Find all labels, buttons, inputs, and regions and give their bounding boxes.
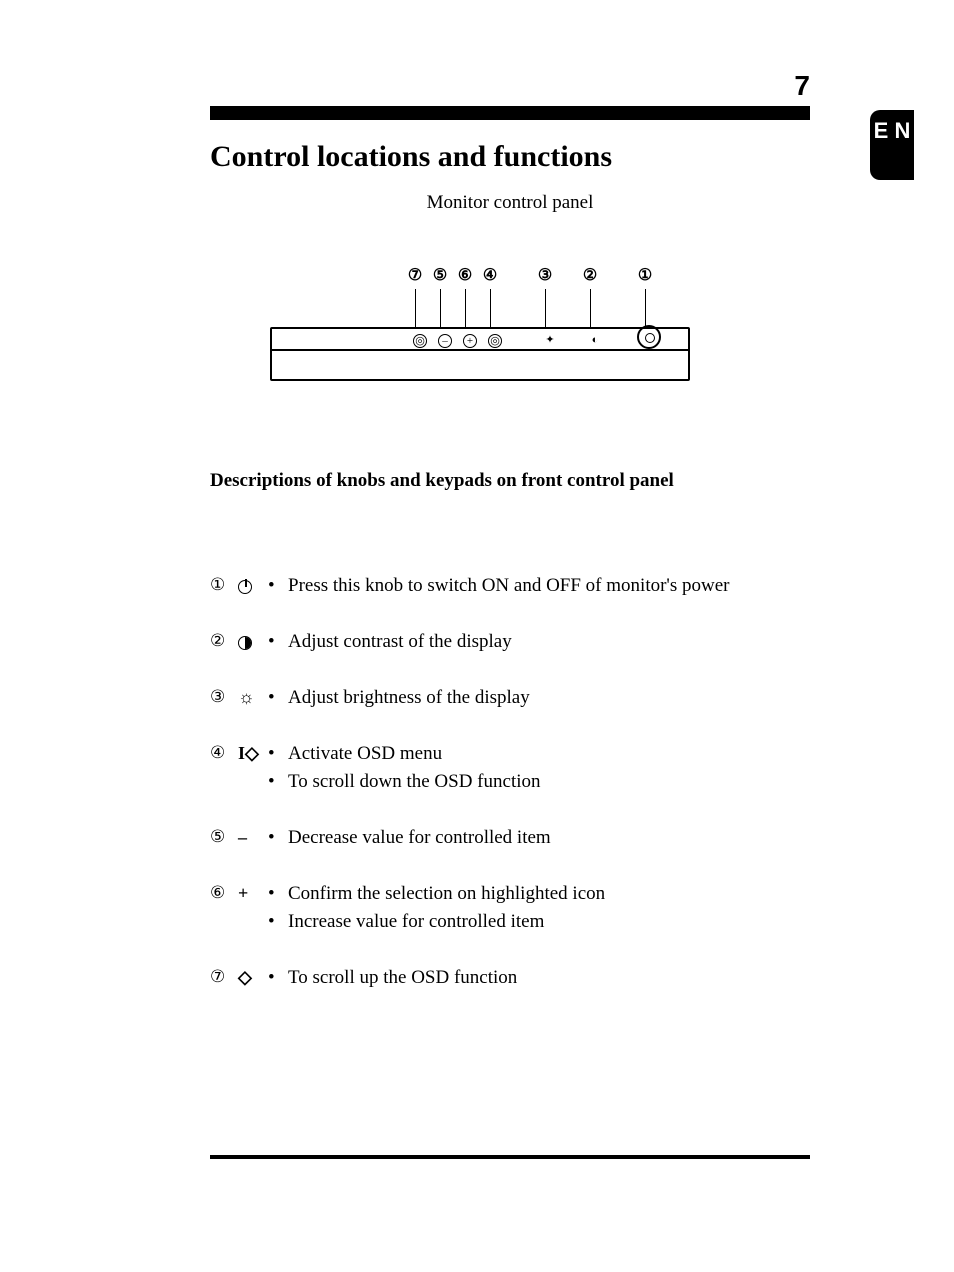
line-text: Adjust contrast of the display: [288, 631, 512, 653]
line-text: Increase value for controlled item: [288, 911, 544, 933]
power-icon: [238, 580, 252, 594]
bullet: •: [268, 771, 288, 793]
panel-item-icon: ◐: [588, 334, 602, 348]
description-row: ⑦◇•To scroll up the OSD function: [210, 967, 810, 995]
callout-label: ⑥: [455, 265, 475, 285]
callout-label: ③: [535, 265, 555, 285]
panel-item-icon: +: [463, 334, 477, 348]
description-row: ④I◇•Activate OSD menu•To scroll down the…: [210, 743, 810, 799]
row-text: •Decrease value for controlled item: [268, 827, 810, 855]
row-number: ⑥: [210, 883, 238, 903]
callout-lead: [645, 289, 646, 327]
line-text: Activate OSD menu: [288, 743, 442, 765]
row-icon: +: [238, 883, 268, 904]
page-number: 7: [794, 70, 810, 102]
panel-item-icon: –: [438, 334, 452, 348]
row-text: •To scroll up the OSD function: [268, 967, 810, 995]
callout-lead: [590, 289, 591, 327]
description-row: ⑥+•Confirm the selection on highlighted …: [210, 883, 810, 939]
callout-lead: [440, 289, 441, 327]
bullet: •: [268, 575, 288, 597]
row-text: •Confirm the selection on highlighted ic…: [268, 883, 810, 939]
descriptions-list: ①•Press this knob to switch ON and OFF o…: [210, 575, 810, 1023]
panel-box: ◎–+◎✦◐: [270, 327, 690, 381]
row-text: •Adjust brightness of the display: [268, 687, 810, 715]
description-row: ① •Press this knob to switch ON and OFF o…: [210, 575, 810, 603]
row-icon: –: [238, 827, 268, 848]
row-number: ⑦: [210, 967, 238, 987]
panel-divider: [272, 349, 688, 351]
bullet: •: [268, 911, 288, 933]
description-row: ② •Adjust contrast of the display: [210, 631, 810, 659]
top-rule: [210, 106, 810, 120]
row-icon: I◇: [238, 743, 268, 764]
line-text: Press this knob to switch ON and OFF of …: [288, 575, 729, 597]
bottom-rule: [210, 1155, 810, 1159]
row-icon: ☼: [238, 687, 268, 708]
line-text: Decrease value for controlled item: [288, 827, 551, 849]
row-icon: [238, 631, 268, 652]
bullet: •: [268, 967, 288, 989]
panel-item-icon: ◎: [413, 334, 427, 348]
row-text: •Press this knob to switch ON and OFF of…: [268, 575, 810, 603]
row-number: ⑤: [210, 827, 238, 847]
bullet: •: [268, 687, 288, 709]
row-number: ①: [210, 575, 238, 595]
bullet: •: [268, 743, 288, 765]
callout-label: ⑦: [405, 265, 425, 285]
callout-lead: [465, 289, 466, 327]
line-text: To scroll up the OSD function: [288, 967, 517, 989]
panel-item-icon: [620, 334, 634, 348]
page-title: Control locations and functions: [210, 140, 612, 174]
row-icon: [238, 575, 268, 596]
line-text: To scroll down the OSD function: [288, 771, 541, 793]
callout-label: ②: [580, 265, 600, 285]
row-number: ④: [210, 743, 238, 763]
section-heading: Descriptions of knobs and keypads on fro…: [210, 470, 674, 492]
bullet: •: [268, 827, 288, 849]
description-row: ⑤–•Decrease value for controlled item: [210, 827, 810, 855]
callout-lead: [545, 289, 546, 327]
contrast-icon: [238, 636, 252, 650]
callout-lead: [415, 289, 416, 327]
callout-label: ①: [635, 265, 655, 285]
row-number: ③: [210, 687, 238, 707]
row-text: •Activate OSD menu•To scroll down the OS…: [268, 743, 810, 799]
row-text: •Adjust contrast of the display: [268, 631, 810, 659]
callout-lead: [490, 289, 491, 327]
row-number: ②: [210, 631, 238, 651]
language-tab: E N: [870, 110, 914, 180]
callout-label: ⑤: [430, 265, 450, 285]
panel-item-icon: ◎: [488, 334, 502, 348]
panel-diagram: ⑦⑤⑥④③②① ◎–+◎✦◐: [270, 265, 690, 405]
description-row: ③☼•Adjust brightness of the display: [210, 687, 810, 715]
line-text: Confirm the selection on highlighted ico…: [288, 883, 605, 905]
bullet: •: [268, 883, 288, 905]
page-subtitle: Monitor control panel: [210, 192, 810, 214]
row-icon: ◇: [238, 967, 268, 988]
power-button-icon: [637, 325, 661, 349]
line-text: Adjust brightness of the display: [288, 687, 530, 709]
bullet: •: [268, 631, 288, 653]
panel-item-icon: ✦: [543, 334, 557, 348]
callout-label: ④: [480, 265, 500, 285]
